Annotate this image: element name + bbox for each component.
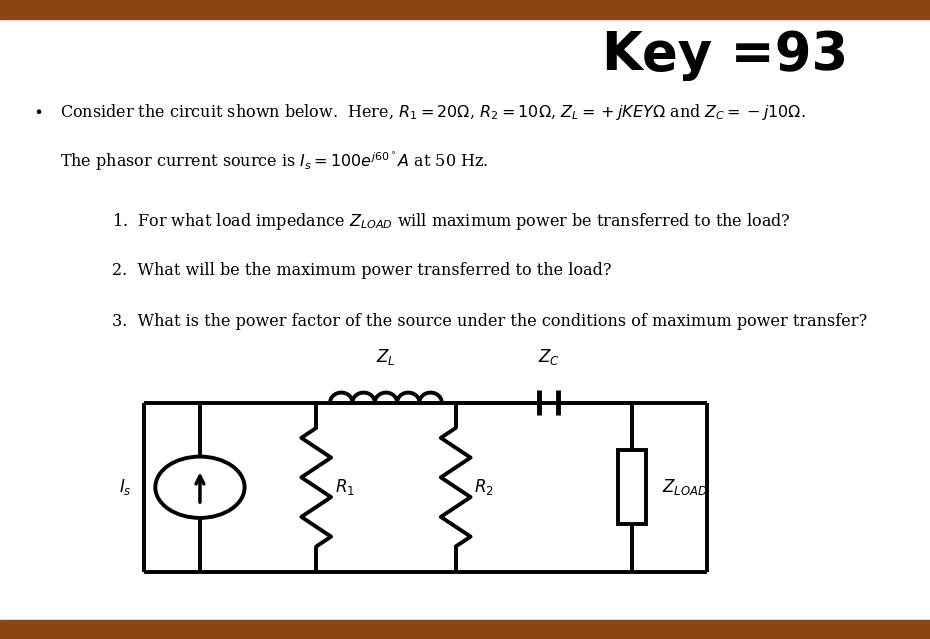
Text: 3.  What is the power factor of the source under the conditions of maximum power: 3. What is the power factor of the sourc…: [112, 313, 867, 330]
Bar: [0, 620, 930, 639]
Text: $Z_L$: $Z_L$: [377, 348, 395, 367]
Text: Key =93: Key =93: [603, 29, 848, 81]
Text: $R_1$: $R_1$: [335, 477, 354, 497]
Text: The phasor current source is $I_s = 100e^{j60^\circ}A$ at 50 Hz.: The phasor current source is $I_s = 100e…: [60, 150, 489, 173]
Text: Consider the circuit shown below.  Here, $R_1 = 20\Omega$, $R_2 = 10\Omega$, $Z_: Consider the circuit shown below. Here, …: [60, 102, 806, 122]
Text: $I_s$: $I_s$: [119, 477, 132, 497]
Text: 2.  What will be the maximum power transferred to the load?: 2. What will be the maximum power transf…: [112, 262, 611, 279]
Text: 1.  For what load impedance $Z_{LOAD}$ will maximum power be transferred to the : 1. For what load impedance $Z_{LOAD}$ wi…: [112, 211, 790, 232]
Text: $R_2$: $R_2$: [474, 477, 494, 497]
Text: $Z_{LOAD}$: $Z_{LOAD}$: [662, 477, 708, 497]
Text: $Z_C$: $Z_C$: [538, 348, 560, 367]
Bar: [0, 0, 930, 19]
Text: $\bullet$: $\bullet$: [33, 102, 42, 119]
